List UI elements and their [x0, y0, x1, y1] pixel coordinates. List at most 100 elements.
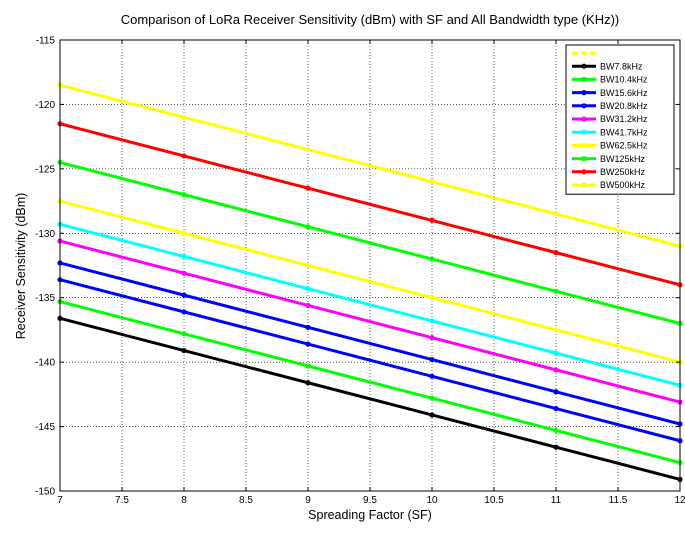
y-tick-label: -135 [35, 293, 55, 304]
legend-label: BW7.8kHz [600, 61, 643, 71]
data-point [181, 309, 187, 315]
data-point [429, 256, 435, 262]
series-line [59, 122, 681, 287]
legend-label: BW250kHz [600, 167, 646, 177]
legend-label: BW62.5kHz [600, 141, 648, 151]
data-point [553, 350, 559, 356]
legend-label: BW500kHz [600, 180, 646, 190]
data-point [553, 327, 559, 333]
legend-label: BW15.6kHz [600, 88, 648, 98]
x-tick-label: 11 [551, 495, 562, 506]
series-line [59, 278, 681, 443]
data-point [429, 395, 435, 401]
data-point [181, 230, 187, 236]
legend-marker [581, 76, 587, 82]
legend-label: BW41.7kHz [600, 127, 648, 137]
data-point [429, 356, 435, 363]
y-tick-label: -140 [35, 358, 55, 369]
x-tick-label: 10 [426, 495, 438, 506]
x-tick-label: 7 [57, 495, 63, 506]
data-point [305, 324, 311, 330]
y-axis-ticks: -115 -120 -125 -130 -135 -140 -145 -150 [35, 36, 680, 498]
data-point [429, 335, 435, 341]
legend-marker [581, 103, 587, 109]
series-line [59, 239, 681, 404]
data-point [429, 179, 435, 185]
series-BW41.7kHz [57, 221, 683, 388]
legend-item: BW31.2kHz [572, 114, 648, 124]
series-line [59, 316, 681, 481]
series-BW62.5kHz [57, 198, 683, 365]
series-line [59, 83, 681, 248]
y-tick-label: -150 [35, 487, 55, 498]
data-point [305, 380, 311, 386]
series-BW250kHz [57, 121, 683, 288]
series-line [59, 300, 681, 465]
data-point [553, 427, 559, 434]
legend-item: BW250kHz [572, 167, 646, 177]
data-point [305, 262, 311, 269]
data-point [553, 250, 559, 256]
series-BW10.4kHz [57, 298, 683, 466]
data-point [305, 224, 311, 230]
data-point [181, 347, 187, 354]
data-series [57, 82, 683, 483]
series-line [59, 261, 681, 426]
x-tick-label: 9 [305, 495, 311, 506]
data-point [553, 367, 559, 373]
data-point [181, 292, 187, 298]
data-point [553, 444, 559, 450]
data-point [305, 286, 311, 292]
legend-item: BW20.8kHz [572, 101, 648, 111]
data-point [181, 153, 187, 159]
data-point [181, 331, 187, 337]
legend-label: BW125kHz [600, 154, 646, 164]
legend-marker [581, 63, 587, 69]
legend-marker [581, 129, 587, 135]
series-BW125kHz [57, 159, 683, 327]
legend-label: BW10.4kHz [600, 75, 648, 85]
data-point [429, 295, 435, 301]
series-line [59, 199, 681, 364]
y-tick-label: -130 [35, 229, 55, 240]
x-tick-label: 11.5 [609, 495, 628, 506]
x-tick-label: 8.5 [239, 495, 253, 506]
series-BW500kHz [57, 82, 683, 249]
data-point [553, 288, 559, 294]
y-tick-label: -120 [35, 100, 55, 111]
x-tick-label: 10.5 [484, 495, 504, 506]
data-point [181, 192, 187, 198]
legend-item: BW62.5kHz [572, 141, 648, 151]
x-tick-label: 9.5 [363, 495, 377, 506]
series-line [59, 222, 681, 387]
series-line [59, 160, 681, 325]
legend-item: BW10.4kHz [572, 75, 648, 85]
legend-marker [581, 142, 587, 148]
legend-marker [581, 116, 587, 122]
legend-item: BW15.6kHz [572, 88, 648, 98]
data-point [181, 114, 187, 120]
data-point [429, 217, 435, 223]
data-point [553, 211, 559, 217]
x-tick-label: 7.5 [115, 495, 129, 506]
data-point [429, 412, 435, 418]
y-tick-label: -115 [36, 36, 56, 47]
data-point [305, 341, 311, 347]
data-point [305, 185, 311, 191]
legend-item: BW125kHz [572, 154, 646, 164]
data-point [305, 363, 311, 369]
data-point [429, 318, 435, 324]
x-tick-label: 12 [674, 495, 685, 506]
legend-marker [581, 169, 587, 175]
data-point [181, 253, 187, 260]
data-point [181, 270, 187, 276]
legend-marker [581, 182, 587, 188]
series-BW20.8kHz [57, 260, 683, 427]
x-tick-label: 8 [181, 495, 187, 506]
y-axis-label: Receiver Sensitivity (dBm) [14, 193, 28, 340]
x-axis-ticks: 7 7.5 8 8.5 9 9.5 10 10.5 11 11.5 12 [57, 40, 685, 506]
legend-item: BW500kHz [572, 180, 646, 190]
data-point [429, 373, 435, 379]
